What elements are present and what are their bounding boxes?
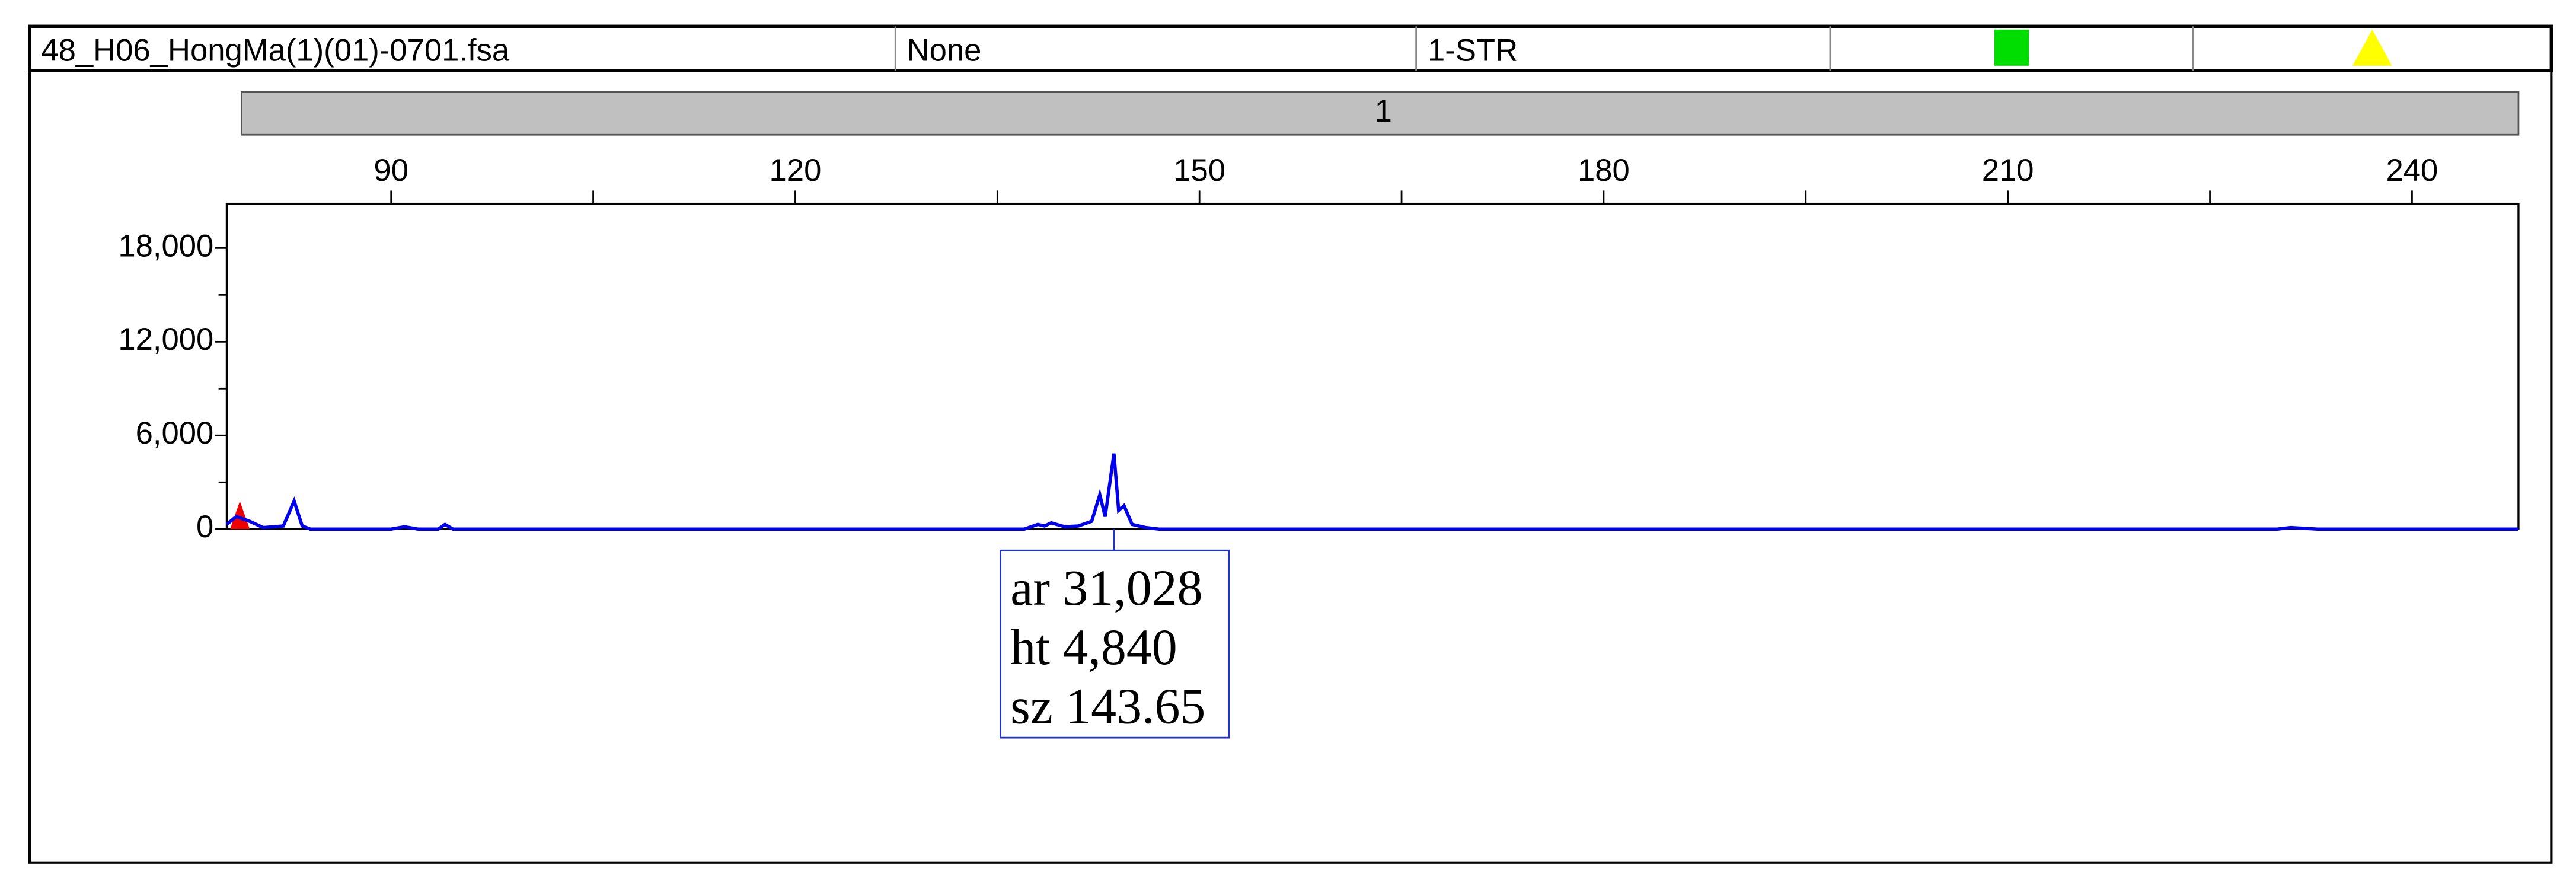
status-triangle [2352, 29, 2392, 66]
y-tick-label: 6,000 [136, 416, 214, 451]
bin-label: 1 [1375, 94, 1392, 129]
annotation-text: ht 4,840 [1010, 618, 1177, 675]
x-tick-label: 150 [1173, 153, 1225, 188]
panel-frame [28, 25, 2553, 864]
primer-marker [230, 501, 250, 530]
x-tick-label: 90 [374, 153, 408, 188]
trace [225, 453, 2518, 531]
x-tick-label: 120 [770, 153, 822, 188]
plot: 90 120 150 180 210 240 0 6,000 12,000 18,000 ar 31… [118, 153, 2518, 739]
panel-name: None [907, 33, 982, 68]
header-row [28, 24, 2553, 72]
annotation-box [1000, 549, 1230, 739]
annotation-text: ar 31,028 [1010, 559, 1202, 616]
y-tick-label: 0 [196, 509, 213, 544]
y-tick-label: 12,000 [118, 322, 213, 357]
x-tick-label: 240 [2386, 153, 2438, 188]
x-tick-label: 210 [1982, 153, 2034, 188]
annotation-text: sz 143.65 [1010, 678, 1205, 735]
file-name: 48_H06_HongMa(1)(01)-0701.fsa [41, 33, 510, 68]
status-square [1994, 29, 2029, 66]
analysis-name: 1-STR [1428, 33, 1518, 68]
y-tick-label: 18,000 [118, 228, 213, 263]
x-tick-label: 180 [1578, 153, 1630, 188]
bin-bar [241, 91, 2520, 136]
